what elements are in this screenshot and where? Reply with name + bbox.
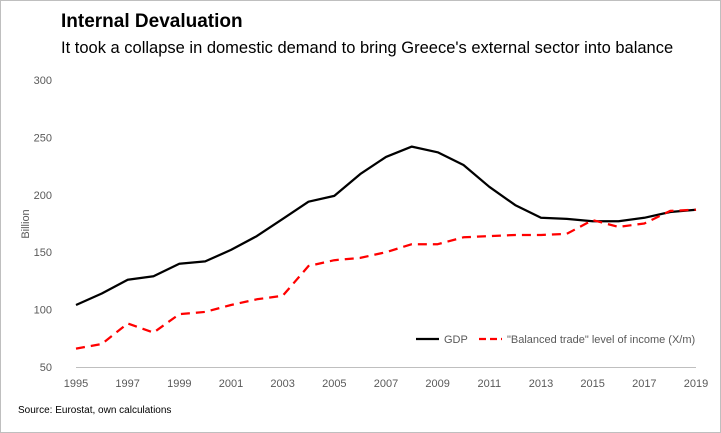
x-tick-label: 1997 xyxy=(115,378,139,390)
data-point xyxy=(436,151,438,153)
legend-label: GDP xyxy=(444,334,468,346)
legend-label: "Balanced trade" level of income (X/m) xyxy=(507,334,695,346)
data-point xyxy=(591,219,593,221)
x-tick-label: 2007 xyxy=(374,378,398,390)
data-point xyxy=(75,347,77,349)
data-point xyxy=(101,343,103,345)
data-point xyxy=(256,298,258,300)
y-tick-label: 250 xyxy=(34,132,52,144)
data-point xyxy=(617,220,619,222)
data-point xyxy=(101,292,103,294)
x-tick-label: 2015 xyxy=(580,378,604,390)
x-tick-label: 2011 xyxy=(478,378,502,390)
source-note: Source: Eurostat, own calculations xyxy=(18,405,172,416)
data-point xyxy=(566,218,568,220)
data-point xyxy=(152,331,154,333)
data-point xyxy=(462,164,464,166)
data-point xyxy=(204,311,206,313)
data-point xyxy=(307,200,309,202)
series-line-gdp xyxy=(75,145,697,307)
data-point xyxy=(514,204,516,206)
y-tick-label: 200 xyxy=(34,190,52,202)
data-point xyxy=(359,173,361,175)
data-point xyxy=(281,218,283,220)
x-tick-label: 2003 xyxy=(270,378,294,390)
data-point xyxy=(178,262,180,264)
data-point xyxy=(256,235,258,237)
data-point xyxy=(617,226,619,228)
x-tick-label: 2013 xyxy=(529,378,553,390)
x-tick-label: 1995 xyxy=(64,378,88,390)
x-tick-label: 2001 xyxy=(219,378,243,390)
data-point xyxy=(488,186,490,188)
data-point xyxy=(669,210,671,212)
data-point xyxy=(230,304,232,306)
data-point xyxy=(540,217,542,219)
data-point xyxy=(204,260,206,262)
data-point xyxy=(333,195,335,197)
y-tick-label: 300 xyxy=(34,75,52,87)
data-point xyxy=(411,243,413,245)
data-point xyxy=(385,251,387,253)
data-point xyxy=(126,322,128,324)
y-tick-label: 100 xyxy=(34,305,52,317)
chart-subtitle: It took a collapse in domestic demand to… xyxy=(61,39,674,57)
y-axis-label: Billion xyxy=(20,209,32,238)
data-point xyxy=(695,209,697,211)
data-point xyxy=(126,279,128,281)
legend: GDP "Balanced trade" level of income (X/m… xyxy=(416,334,695,346)
data-point xyxy=(411,145,413,147)
x-tick-label: 2005 xyxy=(322,378,346,390)
data-point xyxy=(540,234,542,236)
data-point xyxy=(385,156,387,158)
x-tick-label: 2019 xyxy=(684,378,708,390)
data-point xyxy=(643,217,645,219)
data-point xyxy=(643,222,645,224)
series-lines xyxy=(75,145,697,350)
data-point xyxy=(462,236,464,238)
x-tick-label: 2009 xyxy=(425,378,449,390)
series-line-balanced-trade xyxy=(75,208,697,350)
x-tick-label: 2017 xyxy=(632,378,656,390)
data-point xyxy=(488,235,490,237)
y-tick-label: 50 xyxy=(40,362,52,374)
data-point xyxy=(230,249,232,251)
chart-title: Internal Devaluation xyxy=(61,11,243,32)
data-point xyxy=(359,257,361,259)
data-point xyxy=(178,313,180,315)
data-point xyxy=(75,304,77,306)
data-point xyxy=(281,295,283,297)
data-point xyxy=(514,234,516,236)
data-point xyxy=(307,265,309,267)
data-point xyxy=(436,243,438,245)
data-point xyxy=(152,275,154,277)
x-tick-label: 1999 xyxy=(167,378,191,390)
axes: 50 100 150 200 250 300 1995 1997 1999 2001 2003 200… xyxy=(20,75,708,390)
data-point xyxy=(566,233,568,235)
data-point xyxy=(333,259,335,261)
y-tick-label: 150 xyxy=(34,247,52,259)
